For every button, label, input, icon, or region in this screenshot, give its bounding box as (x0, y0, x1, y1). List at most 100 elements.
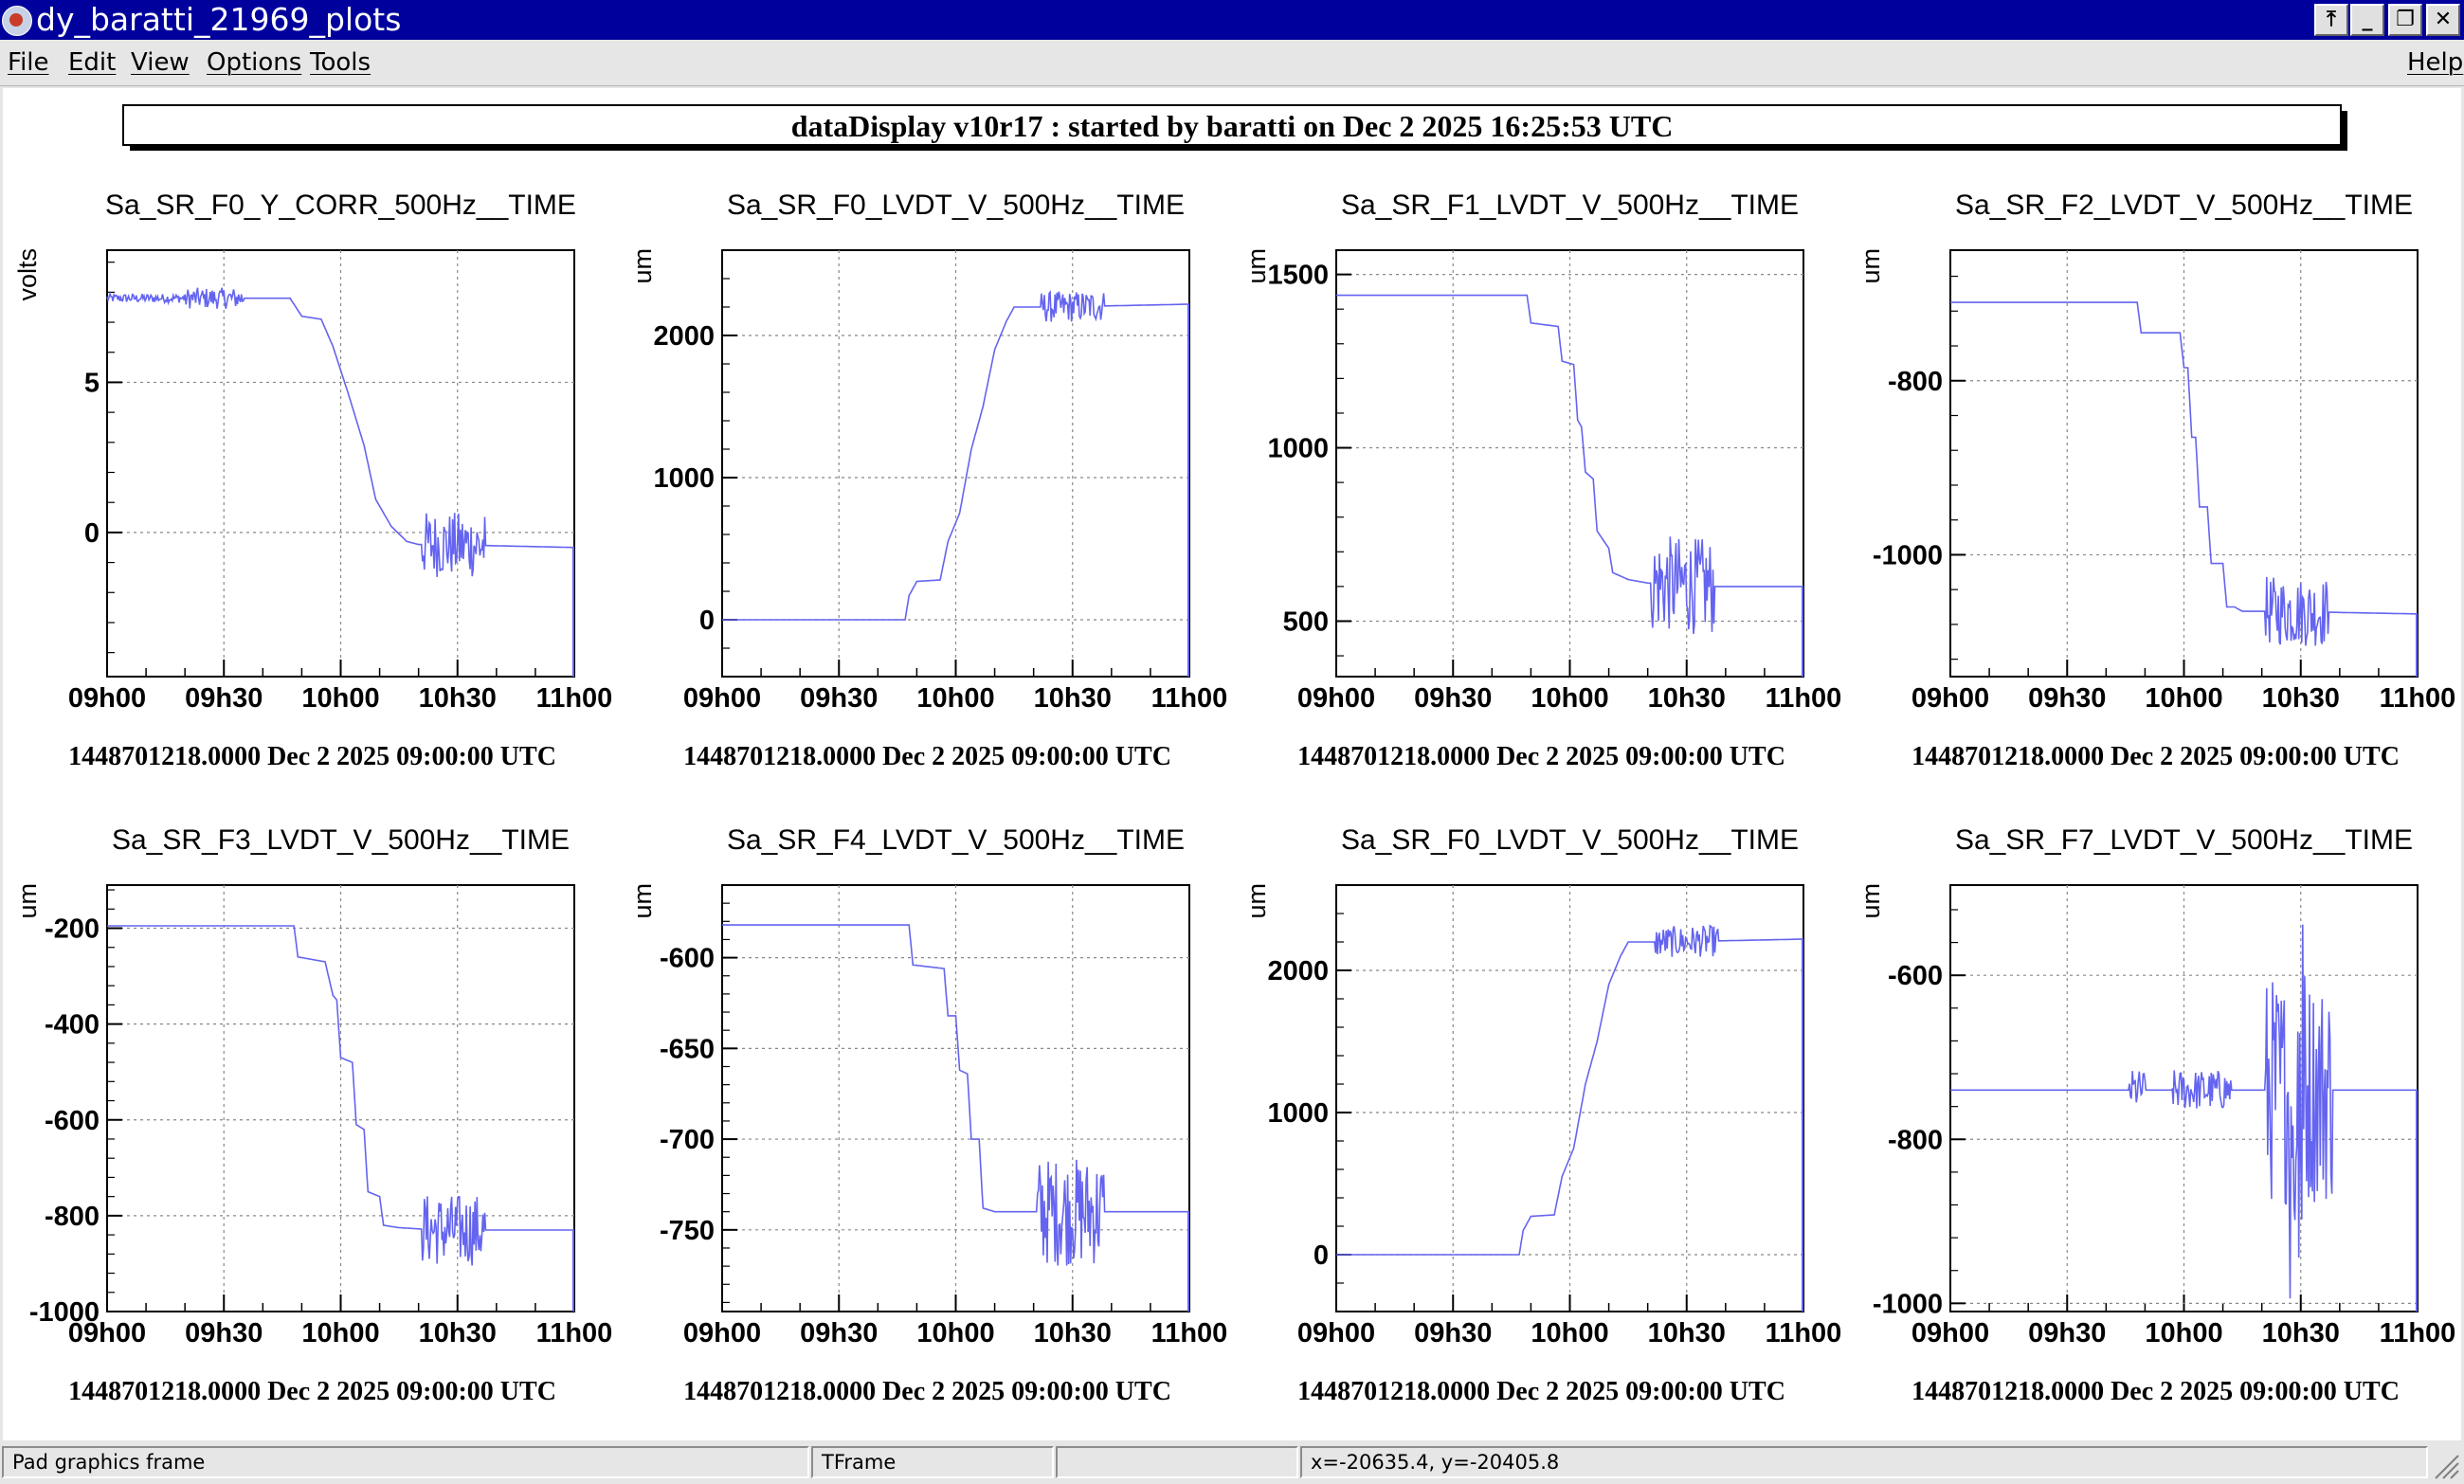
y-tick-label: -800 (45, 1202, 100, 1232)
chart-title: Sa_SR_F3_LVDT_V_500Hz__TIME (112, 824, 570, 856)
y-axis-label: um (1242, 883, 1271, 919)
x-axis-label: 1448701218.0000 Dec 2 2025 09:00:00 UTC (683, 1377, 1171, 1406)
resize-grip-icon[interactable] (2432, 1452, 2460, 1480)
data-series-line (1336, 924, 1803, 1256)
maximize-button[interactable]: ❐ (2388, 4, 2422, 36)
x-tick-label: 10h00 (1531, 683, 1608, 714)
x-tick-label: 09h00 (683, 1318, 761, 1348)
x-tick-label: 10h30 (419, 1318, 497, 1348)
plot-canvas[interactable]: dataDisplay v10r17 : started by baratti … (3, 88, 2461, 1440)
y-tick-label: -800 (1888, 367, 1943, 397)
x-tick-label: 09h00 (1911, 1318, 1989, 1348)
canvas-svg[interactable]: dataDisplay v10r17 : started by baratti … (3, 88, 2461, 1440)
x-tick-label: 09h00 (1297, 1318, 1375, 1348)
y-axis-label: um (1857, 248, 1885, 284)
x-tick-label: 10h30 (1034, 683, 1112, 714)
menu-bar: File Edit View Options Tools Help (0, 40, 2464, 86)
x-tick-label: 09h30 (1414, 683, 1492, 714)
x-tick-label: 09h30 (2028, 1318, 2106, 1348)
y-tick-label: -200 (45, 914, 100, 945)
x-tick-label: 10h30 (419, 683, 497, 714)
y-tick-label: -600 (45, 1106, 100, 1136)
y-tick-label: -1000 (29, 1297, 100, 1328)
chart-title: Sa_SR_F2_LVDT_V_500Hz__TIME (1955, 190, 2413, 221)
y-tick-label: -1000 (1873, 1289, 1943, 1319)
menu-view[interactable]: View (131, 48, 190, 77)
y-tick-label: -400 (45, 1010, 100, 1041)
chart-title: Sa_SR_F4_LVDT_V_500Hz__TIME (727, 824, 1185, 856)
y-tick-label: -800 (1888, 1125, 1943, 1155)
x-tick-label: 11h00 (1151, 1318, 1228, 1348)
x-tick-label: 09h30 (1414, 1318, 1492, 1348)
menu-edit[interactable]: Edit (68, 48, 117, 77)
x-tick-label: 11h00 (1766, 683, 1842, 714)
x-axis-label: 1448701218.0000 Dec 2 2025 09:00:00 UTC (1911, 1377, 2400, 1406)
data-series-line (722, 924, 1189, 1266)
x-tick-label: 09h30 (185, 683, 263, 714)
window-titlebar[interactable]: dy_baratti_21969_plots ⤒ _ ❐ ✕ (0, 0, 2464, 40)
x-axis-label: 1448701218.0000 Dec 2 2025 09:00:00 UTC (68, 742, 556, 771)
x-tick-label: 10h00 (301, 683, 379, 714)
data-series-line (1336, 294, 1803, 634)
x-tick-label: 09h00 (683, 683, 761, 714)
data-series-line (1950, 924, 2418, 1299)
menu-options[interactable]: Options (207, 48, 302, 77)
x-tick-label: 10h30 (1648, 683, 1726, 714)
y-axis-label: um (13, 883, 42, 919)
y-tick-label: -700 (660, 1125, 715, 1155)
y-axis-label: um (628, 883, 657, 919)
y-tick-label: 0 (1314, 1240, 1329, 1271)
menu-help[interactable]: Help (2407, 48, 2464, 77)
close-button[interactable]: ✕ (2426, 4, 2460, 36)
y-tick-label: -600 (1888, 961, 1943, 991)
x-tick-label: 09h30 (800, 1318, 878, 1348)
y-axis-label: um (1242, 248, 1271, 284)
y-tick-label: 2000 (653, 321, 715, 352)
x-tick-label: 09h00 (68, 1318, 146, 1348)
data-series-line (106, 287, 574, 577)
window-title: dy_baratti_21969_plots (36, 1, 402, 38)
x-tick-label: 11h00 (2380, 683, 2456, 714)
stay-on-top-button[interactable]: ⤒ (2314, 4, 2348, 36)
x-axis-label: 1448701218.0000 Dec 2 2025 09:00:00 UTC (1297, 1377, 1785, 1406)
y-tick-label: -750 (660, 1216, 715, 1246)
data-series-line (107, 925, 574, 1266)
x-tick-label: 10h30 (1648, 1318, 1726, 1348)
y-tick-label: 1000 (1267, 1098, 1329, 1129)
menu-file[interactable]: File (8, 48, 49, 77)
data-series-line (1950, 301, 2418, 646)
minimize-button[interactable]: _ (2350, 4, 2384, 36)
banner: dataDisplay v10r17 : started by baratti … (122, 104, 2347, 151)
x-tick-label: 10h30 (1034, 1318, 1112, 1348)
y-tick-label: 1500 (1267, 261, 1329, 291)
x-tick-label: 10h00 (1531, 1318, 1608, 1348)
x-tick-label: 09h30 (2028, 683, 2106, 714)
menu-tools[interactable]: Tools (310, 48, 371, 77)
status-object-info: Pad graphics frame (2, 1446, 809, 1478)
y-tick-label: 0 (84, 518, 100, 549)
y-tick-label: -600 (660, 944, 715, 974)
x-tick-label: 09h30 (185, 1318, 263, 1348)
y-axis-label: volts (13, 248, 42, 301)
y-axis-label: um (628, 248, 657, 284)
x-tick-label: 09h00 (1297, 683, 1375, 714)
x-tick-label: 11h00 (536, 1318, 613, 1348)
x-tick-label: 09h00 (68, 683, 146, 714)
y-tick-label: 5 (84, 368, 100, 398)
status-coordinates: x=-20635.4, y=-20405.8 (1300, 1446, 2428, 1478)
x-axis-label: 1448701218.0000 Dec 2 2025 09:00:00 UTC (683, 742, 1171, 771)
banner-text: dataDisplay v10r17 : started by baratti … (791, 109, 1674, 143)
status-bar: Pad graphics frame TFrame x=-20635.4, y=… (0, 1442, 2464, 1484)
x-tick-label: 10h00 (301, 1318, 379, 1348)
app-icon[interactable] (2, 6, 32, 36)
y-tick-label: 2000 (1267, 956, 1329, 986)
chart-title: Sa_SR_F0_Y_CORR_500Hz__TIME (105, 190, 576, 221)
y-tick-label: 0 (699, 606, 715, 636)
y-tick-label: 500 (1283, 606, 1329, 637)
